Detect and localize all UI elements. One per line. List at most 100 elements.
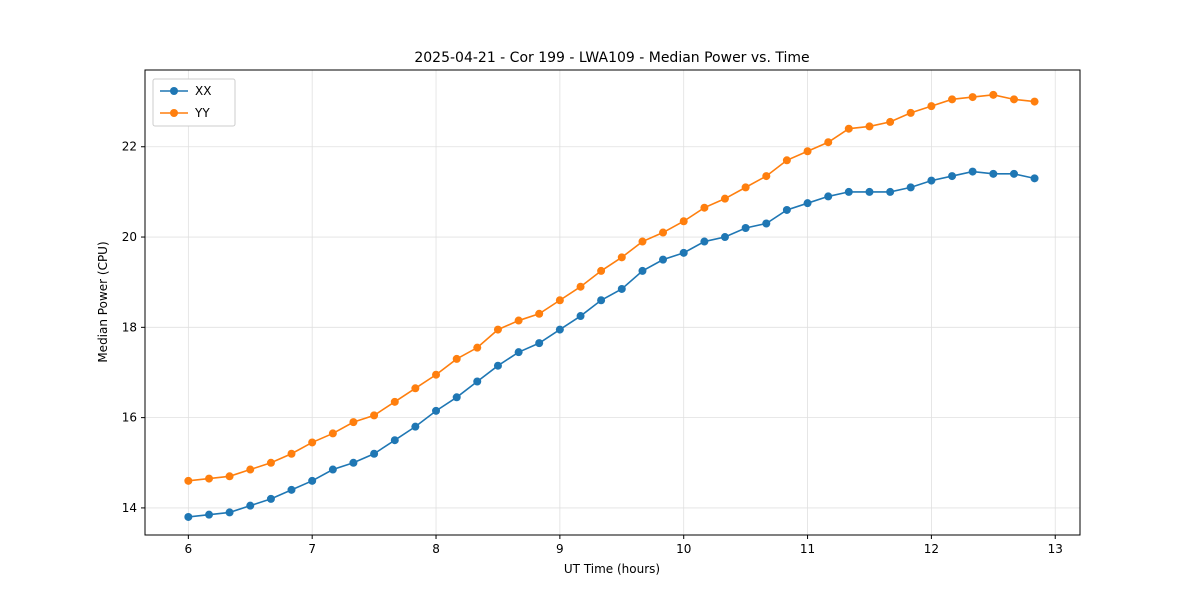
- series-marker-YY: [184, 476, 193, 485]
- series-marker-XX: [390, 436, 399, 445]
- series-marker-XX: [989, 169, 998, 178]
- chart-title: 2025-04-21 - Cor 199 - LWA109 - Median P…: [414, 50, 809, 66]
- series-marker-XX: [184, 512, 193, 521]
- series-marker-YY: [225, 472, 234, 481]
- series-marker-YY: [266, 458, 275, 467]
- series-marker-XX: [741, 224, 750, 233]
- legend-label-XX: XX: [195, 84, 211, 98]
- series-marker-XX: [659, 255, 668, 264]
- series-marker-XX: [597, 296, 606, 305]
- series-marker-XX: [803, 199, 812, 208]
- series-marker-XX: [349, 458, 358, 467]
- series-marker-YY: [473, 343, 482, 352]
- series-marker-YY: [287, 449, 296, 458]
- series-marker-XX: [328, 465, 337, 474]
- series-line-XX: [188, 170, 1035, 518]
- series-marker-XX: [514, 348, 523, 357]
- legend-marker-XX: [170, 87, 178, 95]
- series-marker-XX: [555, 325, 564, 334]
- x-axis-label: UT Time (hours): [564, 562, 660, 576]
- series-marker-XX: [411, 422, 420, 431]
- series-marker-XX: [308, 476, 317, 485]
- grid-layer: [145, 70, 1080, 535]
- legend-marker-YY: [170, 109, 178, 117]
- x-tick-label: 6: [185, 542, 193, 556]
- series-marker-YY: [576, 282, 585, 291]
- y-tick-label: 16: [122, 411, 137, 425]
- series-marker-YY: [824, 138, 833, 147]
- y-tick-label: 20: [122, 230, 137, 244]
- series-marker-XX: [266, 494, 275, 503]
- series-marker-YY: [514, 316, 523, 325]
- x-tick-label: 9: [556, 542, 564, 556]
- series-marker-YY: [597, 266, 606, 275]
- series-marker-XX: [844, 187, 853, 196]
- series-marker-YY: [803, 147, 812, 156]
- series-marker-YY: [844, 124, 853, 133]
- series-marker-XX: [1030, 174, 1039, 183]
- x-tick-label: 13: [1048, 542, 1063, 556]
- series-marker-YY: [659, 228, 668, 237]
- series-marker-YY: [328, 429, 337, 438]
- series-marker-YY: [989, 90, 998, 99]
- series-marker-YY: [948, 95, 957, 104]
- series-marker-YY: [205, 474, 214, 483]
- series-line-YY: [188, 94, 1035, 482]
- y-axis-label: Median Power (CPU): [96, 241, 110, 362]
- series-marker-YY: [886, 117, 895, 126]
- y-tick-label: 22: [122, 140, 137, 154]
- series-marker-YY: [638, 237, 647, 246]
- series-marker-YY: [720, 194, 729, 203]
- series-marker-XX: [886, 187, 895, 196]
- series-marker-YY: [432, 370, 441, 379]
- series-marker-YY: [349, 418, 358, 427]
- y-tick-label: 18: [122, 320, 137, 334]
- series-marker-XX: [205, 510, 214, 519]
- legend-label-YY: YY: [194, 106, 210, 120]
- series-marker-XX: [246, 501, 255, 510]
- series-marker-YY: [370, 411, 379, 420]
- ticks-layer: 6 7 8 9 10 11 12 13 14 16 18 20 22: [122, 140, 1063, 556]
- plot-border: [144, 69, 1081, 536]
- legend: XX YY: [152, 78, 236, 127]
- series-marker-XX: [432, 406, 441, 415]
- x-tick-label: 7: [308, 542, 316, 556]
- series-marker-XX: [370, 449, 379, 458]
- series-marker-YY: [968, 93, 977, 102]
- series-marker-YY: [762, 172, 771, 181]
- series-marker-XX: [535, 339, 544, 348]
- series-marker-YY: [865, 122, 874, 131]
- x-tick-label: 11: [800, 542, 815, 556]
- series-marker-YY: [617, 253, 626, 262]
- x-tick-label: 12: [924, 542, 939, 556]
- series-marker-XX: [576, 312, 585, 321]
- series-layer: [184, 90, 1039, 521]
- series-marker-YY: [535, 309, 544, 318]
- series-marker-YY: [927, 102, 936, 111]
- series-marker-XX: [638, 266, 647, 275]
- series-marker-XX: [906, 183, 915, 192]
- series-marker-YY: [679, 217, 688, 226]
- series-marker-XX: [493, 361, 502, 370]
- series-marker-YY: [452, 354, 461, 363]
- series-marker-YY: [390, 397, 399, 406]
- series-marker-XX: [452, 393, 461, 402]
- series-marker-XX: [473, 377, 482, 386]
- series-marker-YY: [555, 296, 564, 305]
- series-marker-XX: [617, 284, 626, 293]
- series-marker-XX: [1009, 169, 1018, 178]
- series-marker-XX: [865, 187, 874, 196]
- y-tick-label: 14: [122, 501, 137, 515]
- series-marker-XX: [225, 508, 234, 517]
- series-marker-XX: [927, 176, 936, 185]
- series-marker-YY: [1030, 97, 1039, 106]
- series-marker-XX: [968, 167, 977, 176]
- x-tick-label: 10: [676, 542, 691, 556]
- series-marker-YY: [246, 465, 255, 474]
- series-marker-XX: [824, 192, 833, 201]
- series-marker-YY: [741, 183, 750, 192]
- series-marker-XX: [679, 248, 688, 257]
- series-marker-XX: [720, 233, 729, 242]
